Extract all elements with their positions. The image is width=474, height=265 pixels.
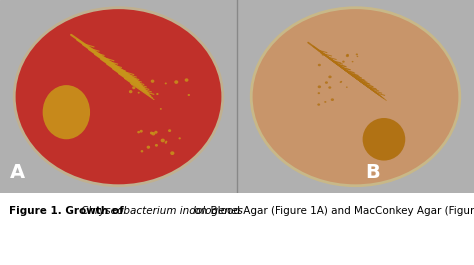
Ellipse shape [328, 86, 331, 89]
Ellipse shape [137, 131, 140, 133]
Text: on Blood Agar (Figure 1A) and MacConkey Agar (Figure 1B).: on Blood Agar (Figure 1A) and MacConkey … [191, 206, 474, 216]
Ellipse shape [14, 8, 223, 186]
Ellipse shape [320, 51, 323, 54]
Ellipse shape [151, 80, 155, 83]
Bar [0, 0, 237, 193]
Text: A: A [9, 163, 25, 182]
Ellipse shape [156, 93, 159, 95]
Ellipse shape [150, 132, 153, 134]
Ellipse shape [43, 85, 90, 139]
Ellipse shape [318, 85, 321, 88]
Ellipse shape [140, 130, 143, 132]
Ellipse shape [129, 90, 132, 93]
Text: B: B [365, 163, 380, 182]
Ellipse shape [179, 137, 181, 139]
Ellipse shape [352, 61, 354, 62]
Ellipse shape [161, 139, 165, 142]
Ellipse shape [154, 131, 158, 134]
Ellipse shape [346, 86, 348, 88]
Ellipse shape [356, 56, 358, 57]
Ellipse shape [137, 92, 140, 94]
Bar [237, 0, 474, 193]
Ellipse shape [328, 76, 332, 78]
Ellipse shape [185, 78, 189, 82]
Ellipse shape [131, 83, 134, 86]
Ellipse shape [325, 81, 328, 84]
Ellipse shape [164, 142, 167, 144]
Ellipse shape [322, 54, 324, 56]
Ellipse shape [318, 64, 321, 66]
Ellipse shape [318, 92, 320, 94]
Ellipse shape [346, 54, 349, 56]
Ellipse shape [174, 80, 178, 84]
Ellipse shape [170, 151, 174, 155]
Text: Figure 1. Growth of: Figure 1. Growth of [9, 206, 128, 216]
Ellipse shape [363, 118, 405, 161]
Ellipse shape [155, 144, 158, 147]
Ellipse shape [141, 150, 143, 152]
Ellipse shape [340, 81, 342, 83]
Ellipse shape [188, 94, 190, 96]
Ellipse shape [340, 81, 342, 82]
Ellipse shape [146, 146, 150, 149]
Ellipse shape [165, 82, 167, 84]
Ellipse shape [251, 8, 460, 186]
Ellipse shape [356, 54, 358, 55]
Ellipse shape [160, 108, 162, 110]
Ellipse shape [324, 101, 327, 103]
Ellipse shape [152, 132, 155, 135]
Ellipse shape [342, 61, 345, 63]
Ellipse shape [317, 103, 320, 106]
Ellipse shape [132, 86, 136, 89]
Ellipse shape [346, 55, 349, 57]
Ellipse shape [331, 98, 334, 101]
Ellipse shape [165, 141, 167, 143]
Ellipse shape [168, 129, 171, 132]
Text: Chryseobacterium indologenes: Chryseobacterium indologenes [82, 206, 243, 216]
